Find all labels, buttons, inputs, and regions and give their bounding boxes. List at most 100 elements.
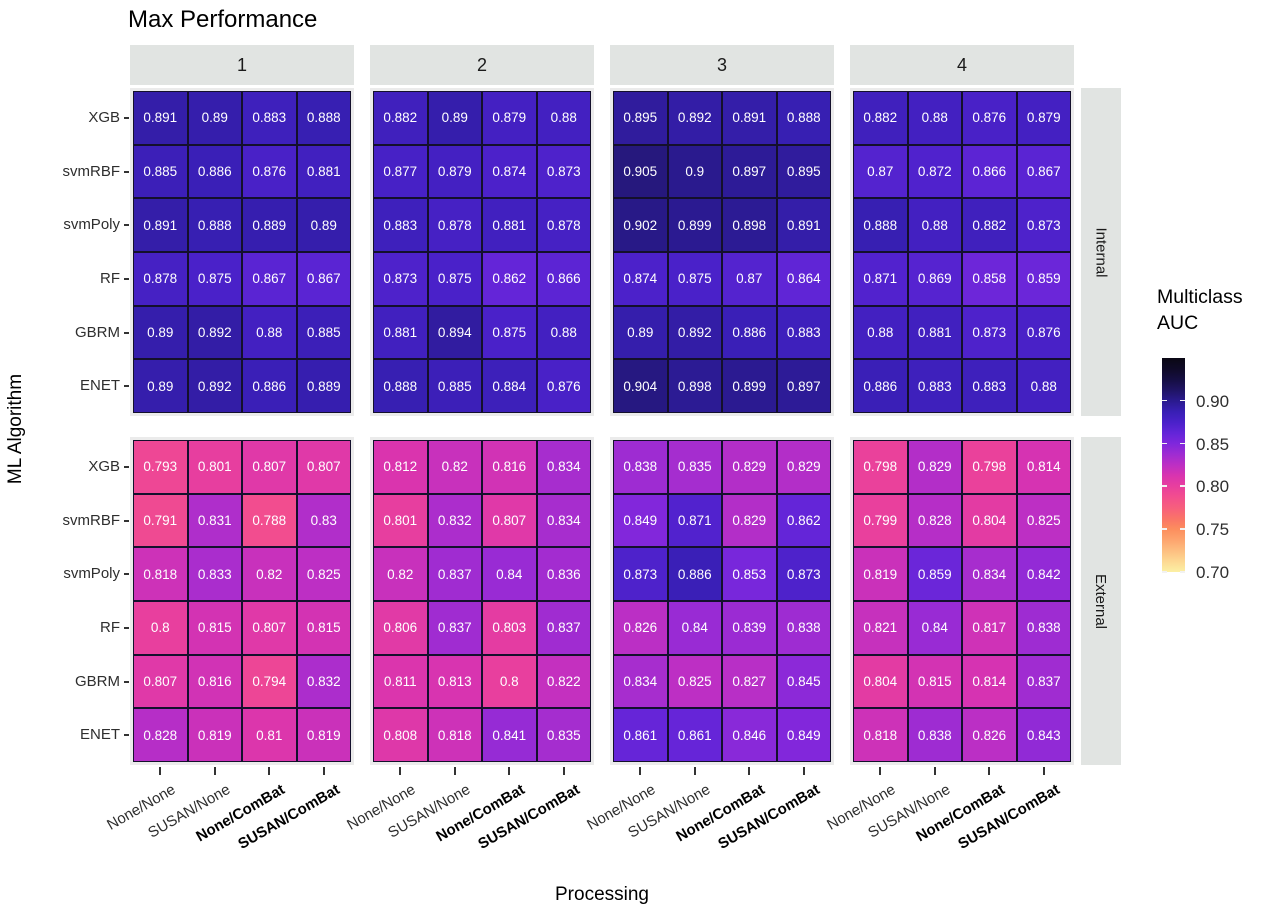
heatmap-panel: 0.895 0.892 0.891 0.888 0.905 0.9 0.897 0.895 0.… [610,88,834,416]
heatmap-cell: 0.882 [853,91,908,145]
y-tick-mark [124,519,129,522]
heatmap-cell: 0.817 [962,601,1017,655]
heatmap-cell: 0.899 [667,198,722,252]
heatmap-cell: 0.875 [427,252,482,306]
heatmap-cell: 0.801 [373,493,428,548]
heatmap-cell: 0.885 [133,144,188,199]
y-tick-label: RF [100,269,120,287]
x-tick-mark [213,767,216,775]
heatmap-cell: 0.83 [296,493,351,548]
heatmap-cell: 0.859 [1016,252,1071,306]
heatmap-panel: 0.838 0.835 0.829 0.829 0.849 0.871 0.829 0.862… [610,437,834,765]
legend-title: Multiclass AUC [1157,284,1243,336]
heatmap-panel: 0.812 0.82 0.816 0.834 0.801 0.832 0.807 0.834 0… [370,437,594,765]
legend-tick-mark [1180,442,1185,445]
heatmap-cell: 0.89 [296,198,351,252]
heatmap-grid: 0.798 0.829 0.798 0.814 0.799 0.828 0.804 0.825… [853,440,1071,762]
heatmap-cell: 0.798 [962,440,1017,494]
heatmap-cell: 0.89 [427,91,482,145]
heatmap-cell: 0.876 [1016,305,1071,360]
heatmap-cell: 0.902 [613,198,668,252]
heatmap-grid: 0.793 0.801 0.807 0.807 0.791 0.831 0.788 0.83 0… [133,440,351,762]
legend-tick-label: 0.90 [1196,391,1230,411]
heatmap-cell: 0.837 [536,601,591,655]
legend-tick-label: 0.75 [1196,520,1230,540]
heatmap-cell: 0.888 [853,198,908,252]
facet-row-label: External [1092,573,1110,629]
heatmap-cell: 0.875 [187,252,242,306]
heatmap-cell: 0.891 [722,91,777,145]
heatmap-cell: 0.878 [427,198,482,252]
heatmap-cell: 0.829 [776,440,831,494]
heatmap-cell: 0.876 [242,144,297,199]
heatmap-grid: 0.812 0.82 0.816 0.834 0.801 0.832 0.807 0.834 0… [373,440,591,762]
heatmap-cell: 0.874 [482,144,537,199]
heatmap-cell: 0.861 [667,708,722,762]
heatmap-cell: 0.866 [536,252,591,306]
heatmap-cell: 0.814 [1016,440,1071,494]
heatmap-cell: 0.814 [962,654,1017,709]
heatmap-cell: 0.853 [722,547,777,601]
heatmap-cell: 0.874 [613,252,668,306]
heatmap-cell: 0.843 [1016,708,1071,762]
facet-column-label: 3 [716,54,727,75]
heatmap-cell: 0.869 [907,252,962,306]
heatmap-cell: 0.871 [667,493,722,548]
heatmap-cell: 0.881 [296,144,351,199]
heatmap-cell: 0.886 [667,547,722,601]
heatmap-cell: 0.883 [962,359,1017,413]
heatmap-cell: 0.88 [536,91,591,145]
heatmap-cell: 0.837 [427,601,482,655]
heatmap-cell: 0.888 [776,91,831,145]
heatmap-cell: 0.833 [187,547,242,601]
legend-tick-mark [1162,528,1167,530]
heatmap-cell: 0.816 [187,654,242,709]
heatmap-cell: 0.89 [133,305,188,360]
heatmap-cell: 0.892 [667,91,722,145]
x-tick-mark [399,767,402,775]
y-tick-label: GBRM [75,672,120,690]
legend-colorbar [1162,358,1185,572]
heatmap-cell: 0.891 [133,91,188,145]
heatmap-cell: 0.846 [722,708,777,762]
x-tick-mark [988,767,991,775]
heatmap-cell: 0.877 [373,144,428,199]
facet-column-strip: 1 [130,45,354,85]
x-tick-mark [159,767,162,775]
heatmap-cell: 0.866 [962,144,1017,199]
heatmap-cell: 0.876 [962,91,1017,145]
heatmap-cell: 0.822 [536,654,591,709]
x-axis-title: Processing [555,884,649,905]
heatmap-cell: 0.793 [133,440,188,494]
heatmap-cell: 0.836 [536,547,591,601]
facet-row-strip: External [1081,437,1121,765]
y-tick-mark [124,277,129,280]
heatmap-cell: 0.825 [1016,493,1071,548]
heatmap-cell: 0.875 [667,252,722,306]
heatmap-cell: 0.82 [242,547,297,601]
y-tick-label: XGB [88,108,120,126]
heatmap-panel: 0.882 0.89 0.879 0.88 0.877 0.879 0.874 0.873 0.… [370,88,594,416]
heatmap-cell: 0.889 [296,359,351,413]
x-tick-mark [322,767,325,775]
heatmap-cell: 0.849 [776,708,831,762]
x-tick-mark [748,767,751,775]
heatmap-cell: 0.838 [776,601,831,655]
heatmap-cell: 0.801 [187,440,242,494]
heatmap-cell: 0.807 [482,493,537,548]
heatmap-cell: 0.872 [907,144,962,199]
heatmap-cell: 0.89 [187,91,242,145]
heatmap-cell: 0.815 [187,601,242,655]
heatmap-cell: 0.88 [242,305,297,360]
heatmap-cell: 0.82 [427,440,482,494]
heatmap-cell: 0.829 [907,440,962,494]
heatmap-cell: 0.873 [613,547,668,601]
heatmap-cell: 0.832 [427,493,482,548]
heatmap-cell: 0.807 [296,440,351,494]
heatmap-cell: 0.904 [613,359,668,413]
heatmap-cell: 0.834 [536,440,591,494]
heatmap-cell: 0.815 [907,654,962,709]
heatmap-cell: 0.885 [427,359,482,413]
heatmap-cell: 0.895 [776,144,831,199]
